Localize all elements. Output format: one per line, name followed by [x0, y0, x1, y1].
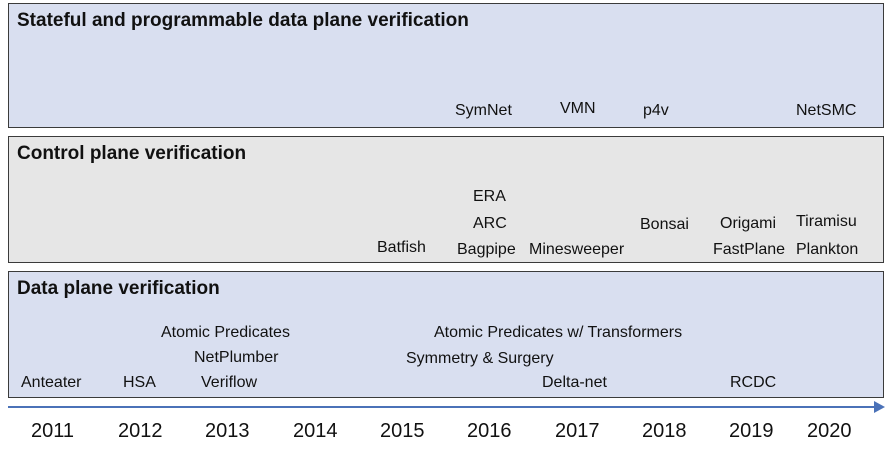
item-fastplane: FastPlane: [713, 241, 786, 258]
item-delta-net: Delta-net: [542, 374, 607, 391]
item-netsmc: NetSMC: [796, 102, 857, 119]
year-2012: 2012: [118, 420, 163, 442]
item-p4v: p4v: [643, 102, 669, 119]
data-band-title: Data plane verification: [17, 278, 220, 299]
item-bagpipe: Bagpipe: [457, 241, 516, 258]
year-2014: 2014: [293, 420, 338, 442]
item-atomic-predicates-transformers: Atomic Predicates w/ Transformers: [434, 324, 683, 341]
item-arc: ARC: [473, 215, 507, 232]
item-origami: Origami: [720, 215, 777, 232]
item-vmn: VMN: [560, 100, 596, 117]
item-symnet: SymNet: [455, 102, 512, 119]
year-2020: 2020: [807, 420, 852, 442]
item-plankton: Plankton: [796, 241, 859, 258]
timeline-arrow: [8, 401, 885, 413]
item-hsa: HSA: [123, 374, 156, 391]
year-2015: 2015: [380, 420, 425, 442]
year-2019: 2019: [729, 420, 774, 442]
item-minesweeper: Minesweeper: [529, 241, 625, 258]
item-batfish: Batfish: [377, 239, 426, 256]
year-2013: 2013: [205, 420, 250, 442]
year-2017: 2017: [555, 420, 600, 442]
data-plane-band: Data plane verification Anteater HSA Ato…: [8, 271, 884, 398]
item-veriflow: Veriflow: [201, 374, 258, 391]
item-anteater: Anteater: [21, 374, 82, 391]
item-bonsai: Bonsai: [640, 216, 689, 233]
stateful-verification-band: Stateful and programmable data plane ver…: [8, 3, 884, 128]
item-rcdc: RCDC: [730, 374, 777, 391]
item-era: ERA: [473, 188, 506, 205]
item-symmetry-surgery: Symmetry & Surgery: [406, 350, 554, 367]
control-band-title: Control plane verification: [17, 143, 247, 164]
control-plane-band: Control plane verification Batfish ERA A…: [8, 136, 884, 263]
timeline-arrowhead: [874, 401, 885, 413]
stateful-band-title: Stateful and programmable data plane ver…: [17, 10, 469, 31]
item-netplumber: NetPlumber: [194, 349, 279, 366]
year-2011: 2011: [31, 420, 75, 442]
year-2016: 2016: [467, 420, 512, 442]
year-2018: 2018: [642, 420, 687, 442]
item-atomic-predicates: Atomic Predicates: [161, 324, 290, 341]
item-tiramisu: Tiramisu: [796, 213, 857, 230]
